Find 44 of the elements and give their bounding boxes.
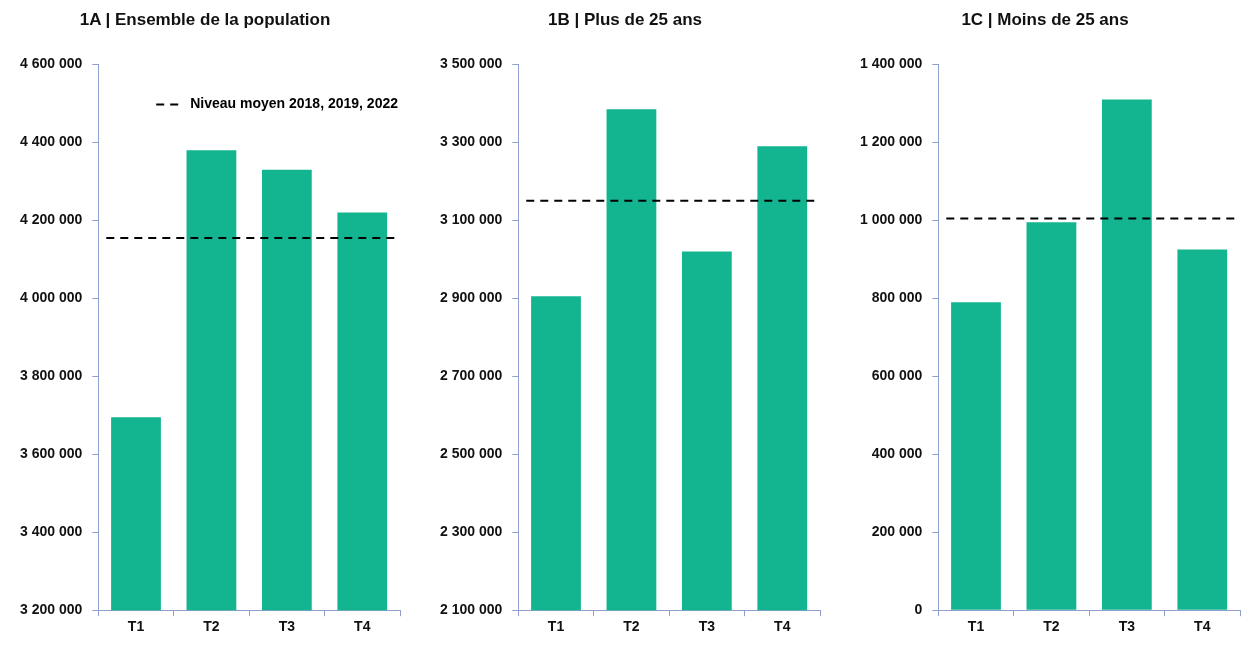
bar xyxy=(951,302,1001,610)
y-tick-label: 0 xyxy=(914,601,923,618)
y-tick-label: 2 100 000 xyxy=(439,601,503,618)
y-tick-label: 800 000 xyxy=(871,289,923,306)
bar xyxy=(1177,249,1228,610)
chart-title: 1B | Plus de 25 ans xyxy=(547,9,703,29)
x-tick-label: T2 xyxy=(203,618,220,635)
y-tick-label: 3 300 000 xyxy=(439,133,503,150)
x-tick-label: T1 xyxy=(967,618,985,635)
x-tick-label: T2 xyxy=(1043,618,1060,635)
y-tick-label: 3 100 000 xyxy=(439,211,503,228)
y-tick-label: 3 800 000 xyxy=(19,367,83,384)
bar xyxy=(1101,99,1152,610)
y-tick-label: 1 000 000 xyxy=(859,211,923,228)
y-tick-label: 4 000 000 xyxy=(19,289,83,306)
x-tick-label: T2 xyxy=(623,618,640,635)
x-tick-label: T4 xyxy=(774,618,791,635)
y-tick-label: 1 200 000 xyxy=(859,133,923,150)
bar xyxy=(1026,222,1077,610)
y-tick-label: 3 500 000 xyxy=(439,55,503,72)
x-tick-label: T3 xyxy=(698,618,716,635)
chart-title: 1A | Ensemble de la population xyxy=(79,9,331,29)
y-tick-label: 1 400 000 xyxy=(859,55,923,72)
y-tick-label: 2 700 000 xyxy=(439,367,503,384)
chart-title: 1C | Moins de 25 ans xyxy=(961,9,1129,29)
y-tick-label: 4 600 000 xyxy=(19,55,83,72)
y-tick-label: 2 900 000 xyxy=(439,289,503,306)
y-tick-label: 4 200 000 xyxy=(19,211,83,228)
x-tick-label: T1 xyxy=(547,618,565,635)
x-tick-label: T4 xyxy=(1194,618,1211,635)
x-tick-label: T3 xyxy=(1118,618,1136,635)
y-tick-label: 200 000 xyxy=(871,523,923,540)
y-tick-label: 600 000 xyxy=(871,367,923,384)
y-tick-label: 2 300 000 xyxy=(439,523,503,540)
x-tick-label: T3 xyxy=(278,618,296,635)
y-tick-label: 400 000 xyxy=(871,445,923,462)
y-tick-label: 2 500 000 xyxy=(439,445,503,462)
y-tick-label: 3 600 000 xyxy=(19,445,83,462)
y-tick-label: 4 400 000 xyxy=(19,133,83,150)
x-tick-label: T1 xyxy=(127,618,145,635)
x-tick-label: T4 xyxy=(354,618,371,635)
y-tick-label: 3 200 000 xyxy=(19,601,83,618)
y-tick-label: 3 400 000 xyxy=(19,523,83,540)
legend-label: Niveau moyen 2018, 2019, 2022 xyxy=(190,95,399,112)
